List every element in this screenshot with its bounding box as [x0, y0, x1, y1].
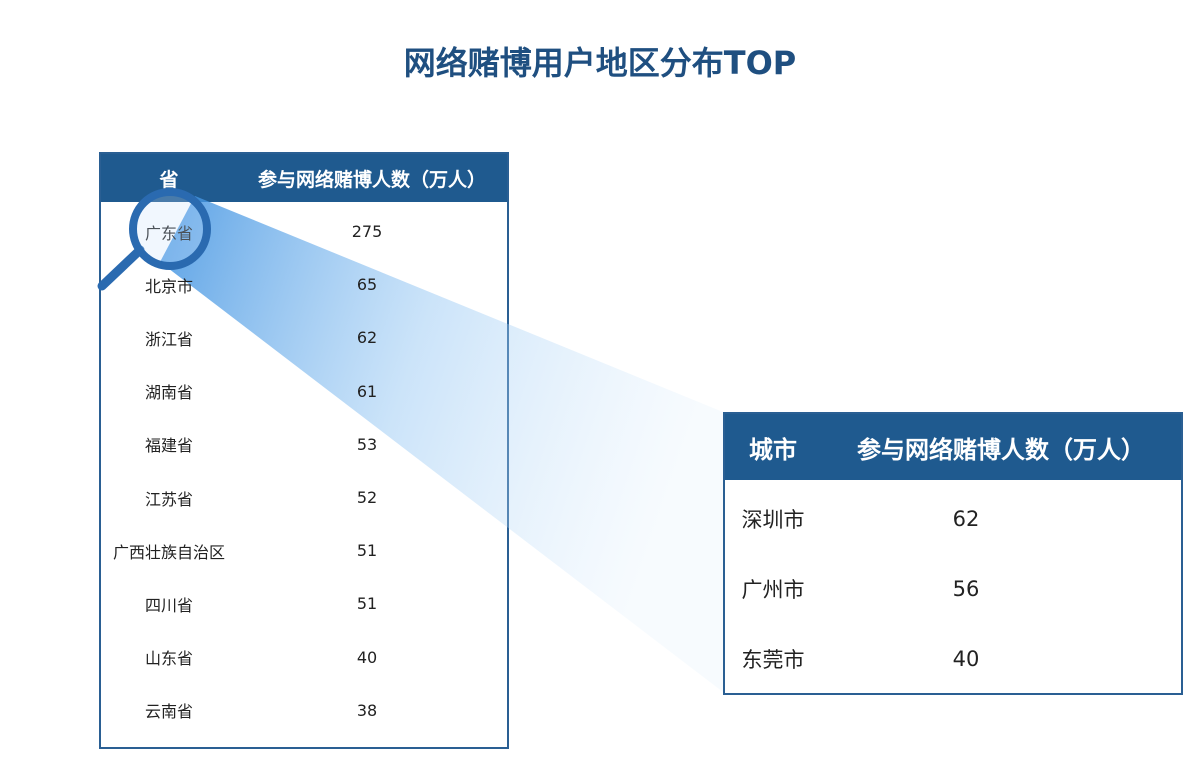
- province-table: 省 参与网络赌博人数（万人） 广东省 275 北京市 65 浙江省 62 湖南省 61 福建省 5…: [99, 152, 509, 749]
- count-cell: 40: [952, 647, 980, 671]
- count-cell: 61: [356, 381, 378, 401]
- count-cell: 62: [356, 328, 378, 348]
- table-row: 福建省 53: [101, 418, 507, 471]
- table-row: 云南省 38: [101, 684, 507, 737]
- count-cell: 52: [356, 488, 378, 508]
- count-cell: 275: [351, 222, 383, 242]
- count-cell: 40: [356, 647, 378, 667]
- table-row: 江苏省 52: [101, 471, 507, 524]
- city-table: 城市 参与网络赌博人数（万人） 深圳市 62 广州市 56 东莞市 40: [723, 412, 1183, 695]
- table-row: 广州市 56: [725, 554, 1181, 624]
- column-header: 参与网络赌博人数（万人）: [257, 168, 486, 191]
- region-cell: 四川省: [144, 595, 193, 615]
- column-header: 参与网络赌博人数（万人）: [857, 435, 1145, 464]
- table-row: 湖南省 61: [101, 365, 507, 418]
- count-cell: 65: [356, 275, 378, 295]
- count-cell: 56: [952, 577, 980, 601]
- table-row: 广东省 275: [101, 205, 507, 258]
- count-cell: 51: [356, 594, 378, 614]
- count-cell: 38: [356, 700, 378, 720]
- region-cell: 江苏省: [144, 489, 193, 509]
- table-row: 四川省 51: [101, 577, 507, 630]
- count-cell: 51: [356, 541, 378, 561]
- region-cell: 广东省: [144, 223, 193, 243]
- count-cell: 62: [952, 507, 980, 531]
- table-header: 城市 参与网络赌博人数（万人）: [725, 414, 1181, 480]
- region-cell: 云南省: [144, 702, 193, 722]
- column-header: 省: [159, 168, 179, 191]
- table-row: 浙江省 62: [101, 311, 507, 364]
- region-cell: 浙江省: [144, 329, 193, 349]
- count-cell: 53: [356, 434, 378, 454]
- table-header: 省 参与网络赌博人数（万人）: [101, 154, 507, 202]
- table-row: 山东省 40: [101, 631, 507, 684]
- region-cell: 山东省: [144, 649, 193, 669]
- region-cell: 福建省: [144, 436, 193, 456]
- region-cell: 北京市: [144, 276, 193, 296]
- table-row: 广西壮族自治区 51: [101, 524, 507, 577]
- region-cell: 东莞市: [741, 648, 805, 672]
- region-cell: 广西壮族自治区: [112, 542, 225, 562]
- region-cell: 广州市: [741, 578, 805, 602]
- region-cell: 湖南省: [144, 383, 193, 403]
- page-title: 网络赌博用户地区分布TOP: [403, 44, 797, 82]
- column-header: 城市: [749, 435, 797, 464]
- table-row: 东莞市 40: [725, 624, 1181, 694]
- table-row: 北京市 65: [101, 258, 507, 311]
- region-cell: 深圳市: [741, 508, 805, 532]
- table-row: 深圳市 62: [725, 484, 1181, 554]
